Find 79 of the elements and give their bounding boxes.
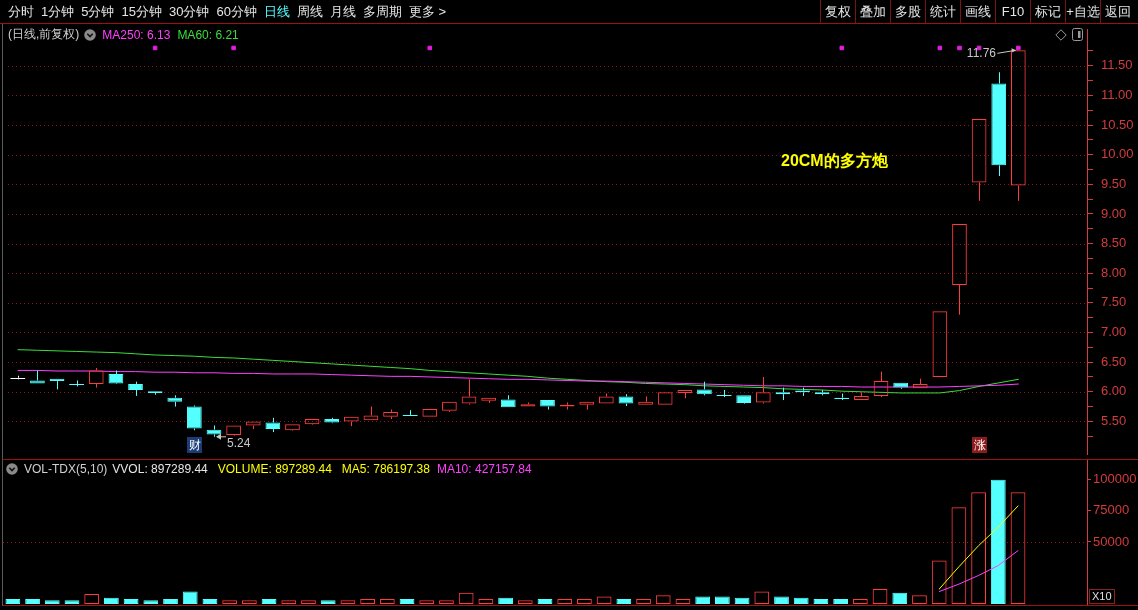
text: 画线 [960,0,995,23]
annotation: VVOL: 897289.44 [112,462,208,476]
y-tick-label: 7.50 [1101,294,1127,310]
text: MA5: 786197.38 [341,462,430,476]
candlestick [500,394,516,408]
bar [202,599,218,604]
y-tick-label: 75000 [1093,502,1130,518]
annotation: 5.24 [227,436,251,450]
bar [774,596,789,604]
text: 叠加 [855,0,890,23]
y-tick-label: 8.00 [1101,264,1127,280]
bar [5,599,21,604]
bar [163,599,178,604]
y-tick-label: 9.50 [1101,175,1127,191]
y-tick-label: 11.50 [1101,57,1133,73]
bar [104,597,119,604]
text: 5分钟 [81,2,115,21]
bar [261,599,277,604]
y-tick-label: 10.50 [1101,116,1134,132]
annotation: VOLUME: 897289.44 [217,462,332,476]
chart-title: (日线,前复权) [8,26,80,43]
y-tick-label: 7.00 [1101,324,1127,340]
candlestick [540,400,555,411]
text: 返回 [1100,0,1135,23]
candlestick [893,382,908,388]
text: 多股 [890,0,925,23]
text: 更多 > [408,2,447,21]
candlestick [128,381,143,397]
annotation: 11.76 [966,46,996,60]
text: 30分钟 [168,2,210,21]
bar [616,599,632,604]
candlestick [736,395,752,404]
text: 复权 [820,0,855,23]
bar [25,599,40,604]
candlestick [716,389,732,396]
y-tick-label: 11.00 [1101,86,1133,102]
bar [813,599,829,604]
text: MA60: 6.21 [177,27,239,42]
bar [990,479,1006,604]
text: MA250: 6.13 [102,27,171,42]
annotation: 20CM的多方炮 [781,151,888,171]
text: MA10: 427157.84 [436,462,532,476]
y-tick-label: 50000 [1093,533,1130,549]
text: +自选 [1065,0,1100,23]
text: 日线 [263,2,290,21]
y-tick-label: 10.00 [1101,146,1134,162]
chart-title: VOL-TDX(5,10) [24,462,108,476]
text: 15分钟 [121,2,162,21]
bar [793,597,809,604]
text: 标记 [1030,0,1065,23]
text: 1分钟 [41,2,75,21]
text: 统计 [925,0,960,23]
text: 月线 [329,2,356,21]
text: 多周期 [362,2,402,21]
candlestick [30,369,45,384]
bar [833,599,849,604]
text: 60分钟 [216,2,257,21]
y-tick-label: 5.50 [1101,412,1127,428]
y-tick-label: 9.00 [1101,205,1127,221]
annotation: 财 [187,437,202,453]
bar [695,596,711,604]
candlestick [991,71,1007,177]
bar [399,599,415,604]
y-axis-title: X10 [1089,589,1115,604]
text: F10 [995,0,1030,23]
bar [123,599,139,604]
candlestick [265,417,281,433]
candlestick [618,393,634,407]
bar [714,596,730,604]
y-tick-label: 6.50 [1101,353,1127,369]
y-tick-label: 6.00 [1101,383,1127,399]
text: 周线 [296,2,323,21]
y-tick-label: 100000 [1093,471,1137,487]
y-tick-label: 8.50 [1101,235,1127,251]
text: 分时 [8,2,34,21]
annotation: 涨 [972,437,987,453]
bar [498,597,513,604]
bar [537,599,553,604]
candlestick [167,394,183,408]
